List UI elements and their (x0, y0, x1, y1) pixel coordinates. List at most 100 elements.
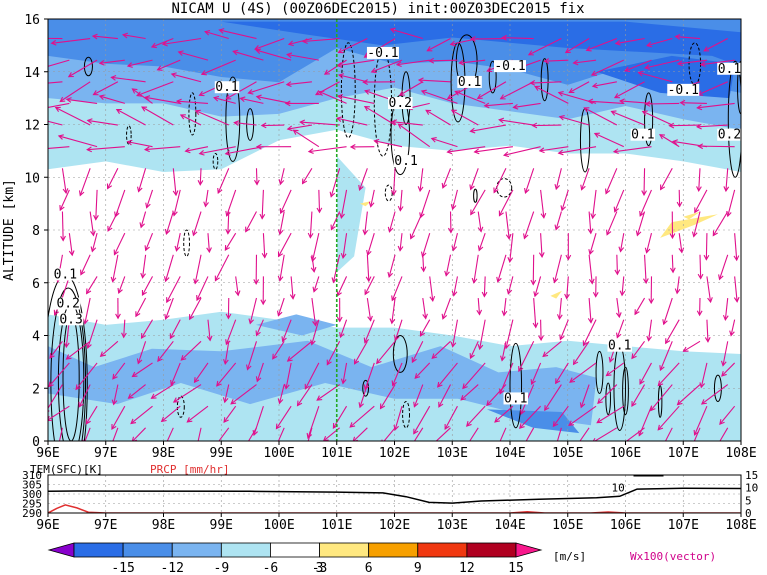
wind-vector-head (277, 398, 284, 405)
wind-vector-shaft (278, 384, 285, 404)
wind-vector-head (426, 46, 433, 52)
wind-vector-shaft (725, 168, 729, 191)
wind-vector-shaft (319, 91, 347, 104)
wind-vector-shaft (683, 340, 701, 352)
surface-x-tick-label: 108E (725, 518, 756, 533)
wind-vector (115, 108, 146, 126)
wind-vector-shaft (304, 362, 320, 390)
wind-vector (538, 233, 545, 259)
wind-vector (48, 59, 70, 67)
wind-vector-head (477, 226, 484, 233)
wind-vector-shaft (645, 59, 680, 69)
contour-line (402, 400, 411, 429)
wind-vector (316, 189, 323, 214)
wind-vector-shaft (477, 298, 481, 315)
wind-vector-head (444, 270, 450, 277)
wind-vector-head (222, 397, 229, 404)
wind-vector-head (131, 88, 138, 94)
wind-vector-head (136, 91, 143, 97)
wind-vector-head (65, 354, 72, 360)
surface-annotation: 10 (612, 482, 625, 495)
wind-vector (364, 276, 375, 296)
wind-vector-shaft (431, 340, 451, 359)
wind-vector (391, 362, 403, 387)
wind-vector (180, 340, 202, 361)
wind-vector (216, 362, 237, 387)
wind-vector-shaft (227, 211, 230, 234)
wind-vector-head (85, 418, 91, 425)
wind-vector-shaft (659, 134, 680, 148)
wind-vector (393, 406, 403, 431)
wind-vector (92, 81, 119, 96)
contour-label-text: -0.1 (367, 46, 398, 61)
wind-vector-shaft (112, 254, 119, 282)
wind-vector-head (450, 341, 457, 348)
wind-vector (284, 100, 319, 107)
wind-vector-shaft (559, 319, 569, 340)
wind-vector-shaft (100, 340, 119, 357)
wind-vector-shaft (497, 254, 507, 282)
wind-vector-head (469, 127, 476, 134)
wind-vector (387, 211, 396, 233)
wind-vector (580, 168, 590, 191)
wind-vector-head (241, 449, 245, 454)
wind-vector-shaft (337, 59, 375, 67)
contour-line (473, 188, 478, 203)
wind-vector-shaft (544, 384, 562, 411)
wind-vector (370, 59, 403, 74)
y-tick-label: 0 (32, 435, 40, 450)
wind-vector-head (700, 399, 707, 405)
wind-vector (115, 298, 121, 320)
wind-vector-shaft (224, 384, 230, 403)
wind-vector (637, 70, 673, 83)
wind-vector (450, 189, 458, 211)
wind-vector (592, 427, 618, 441)
wind-vector (540, 189, 547, 219)
wind-vector-head (196, 295, 202, 302)
wind-vector (379, 384, 396, 410)
wind-vector-head (389, 318, 396, 325)
wind-vector-head (275, 423, 282, 430)
wind-vector-head (390, 189, 397, 196)
wind-vector-shaft (367, 233, 375, 256)
wind-vector (451, 276, 458, 297)
wind-vector-head (206, 335, 213, 342)
contour-label-text: -0.1 (494, 59, 525, 74)
wind-vector-head (339, 212, 345, 219)
wind-vector (420, 254, 427, 273)
wind-vector-head (172, 210, 178, 217)
colorbar-swatch (368, 542, 419, 558)
wind-vector-head (214, 275, 220, 282)
wind-vector-shaft (544, 59, 569, 62)
wind-vector-head (560, 205, 566, 212)
wind-vector-shaft (462, 362, 486, 389)
wind-vector-shaft (639, 189, 652, 217)
wind-vector (483, 102, 513, 109)
wind-vector-shaft (435, 427, 451, 441)
wind-vector-head (59, 205, 65, 212)
wind-vector-head (559, 334, 565, 341)
wind-vector-shaft (207, 233, 210, 253)
colorbar-swatch (171, 542, 222, 558)
wind-vector-head (253, 279, 260, 285)
wind-vector-head (310, 339, 316, 346)
wind-vector-shaft (388, 211, 396, 232)
wind-vector (48, 37, 63, 40)
wind-vector-head (212, 95, 220, 102)
wind-vector-head (411, 357, 417, 364)
wind-vector-head (590, 70, 597, 76)
wind-vector (706, 276, 713, 304)
wind-vector-head (358, 184, 364, 191)
shade-yellow-4 (359, 201, 372, 207)
wind-vector-head (530, 379, 536, 386)
wind-vector (225, 319, 237, 346)
wind-vector-shaft (213, 97, 236, 104)
wind-vector-head (398, 90, 405, 96)
wind-vector-head (225, 339, 231, 346)
wind-vector-head (337, 73, 344, 79)
wind-vector-head (669, 267, 676, 274)
wind-vector (89, 211, 96, 237)
wind-vector (432, 427, 451, 441)
wind-vector (506, 276, 514, 295)
wind-vector-head (141, 290, 147, 297)
